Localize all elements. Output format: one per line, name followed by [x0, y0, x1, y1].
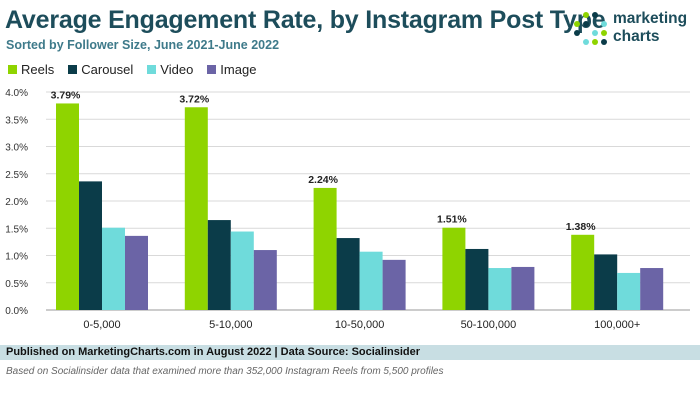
y-tick-label: 4.0% [5, 88, 28, 99]
chart-legend: Reels Carousel Video Image [8, 62, 256, 77]
legend-label-reels: Reels [21, 62, 55, 77]
y-tick-label: 1.5% [5, 224, 28, 235]
bar-image-3 [511, 266, 535, 310]
data-label: 1.51% [437, 214, 467, 226]
logo-line-2: charts [613, 28, 660, 45]
legend-item-video: Video [147, 62, 193, 77]
x-tick-label: 5-10,000 [209, 319, 252, 331]
y-tick-label: 1.0% [5, 252, 28, 263]
chart-subtitle: Sorted by Follower Size, June 2021-June … [6, 38, 280, 52]
data-label: 2.24% [308, 174, 338, 186]
y-tick-label: 3.5% [5, 115, 28, 126]
bar-reels-3 [442, 227, 466, 310]
logo-dot [583, 12, 589, 18]
bar-video-4 [617, 272, 641, 310]
bar-image-1 [253, 250, 277, 310]
legend-swatch-image [207, 65, 217, 74]
logo-dot [592, 12, 598, 18]
x-tick-label: 50-100,000 [461, 319, 517, 331]
logo-dot [583, 21, 589, 27]
y-tick-label: 2.0% [5, 197, 28, 208]
logo-line-1: marketing [613, 10, 688, 27]
y-tick-label: 0.5% [5, 279, 28, 290]
y-tick-label: 2.5% [5, 170, 28, 181]
footer-published-text: Published on MarketingCharts.com in Augu… [6, 346, 421, 358]
bar-video-0 [102, 227, 125, 310]
footer-bar: Published on MarketingCharts.com in Augu… [0, 345, 700, 360]
data-label: 3.72% [179, 93, 209, 105]
bar-reels-1 [184, 107, 208, 310]
data-label: 1.38% [566, 221, 596, 233]
bar-reels-4 [571, 234, 595, 310]
bar-carousel-4 [594, 254, 618, 310]
legend-label-image: Image [220, 62, 257, 77]
y-tick-label: 0.0% [5, 306, 28, 317]
footer-note: Based on Socialinsider data that examine… [6, 366, 444, 377]
legend-item-reels: Reels [8, 62, 54, 77]
legend-item-image: Image [207, 62, 256, 77]
logo-dot [574, 21, 580, 27]
bar-carousel-3 [465, 248, 489, 310]
bar-video-2 [359, 251, 383, 310]
y-tick-label: 3.0% [5, 143, 28, 154]
chart-title: Average Engagement Rate, by Instagram Po… [5, 6, 606, 34]
x-tick-label: 100,000+ [594, 319, 640, 331]
bar-carousel-2 [336, 238, 360, 310]
logo-dot [583, 39, 589, 45]
legend-label-carousel: Carousel [81, 62, 134, 77]
logo-dot [574, 30, 580, 36]
legend-swatch-carousel [68, 65, 78, 74]
x-tick-label: 0-5,000 [83, 319, 120, 331]
logo-dot [592, 39, 598, 45]
legend-item-carousel: Carousel [68, 62, 133, 77]
data-label: 3.79% [51, 89, 81, 101]
bar-reels-2 [313, 187, 337, 310]
bar-carousel-1 [207, 220, 231, 310]
legend-label-video: Video [160, 62, 194, 77]
bar-reels-0 [56, 103, 79, 310]
marketingcharts-logo: marketing charts [572, 10, 697, 50]
x-tick-label: 10-50,000 [335, 319, 385, 331]
legend-swatch-reels [8, 65, 17, 74]
bar-carousel-0 [79, 181, 102, 310]
bar-video-1 [230, 231, 254, 310]
logo-dot [601, 39, 607, 45]
legend-swatch-video [147, 65, 157, 74]
bar-image-0 [125, 235, 148, 310]
bar-chart: 0.0% 0.5% 1.0% 1.5% 2.0% 2.5% 3.0% 3.5% 4.0% 3.79… [5, 88, 690, 331]
logo-dot [601, 30, 607, 36]
logo-dots-icon [574, 12, 607, 45]
bar-image-2 [382, 259, 406, 310]
bar-video-3 [488, 268, 512, 310]
logo-dot [592, 30, 598, 36]
bar-image-4 [640, 268, 664, 310]
logo-dot [601, 21, 607, 27]
